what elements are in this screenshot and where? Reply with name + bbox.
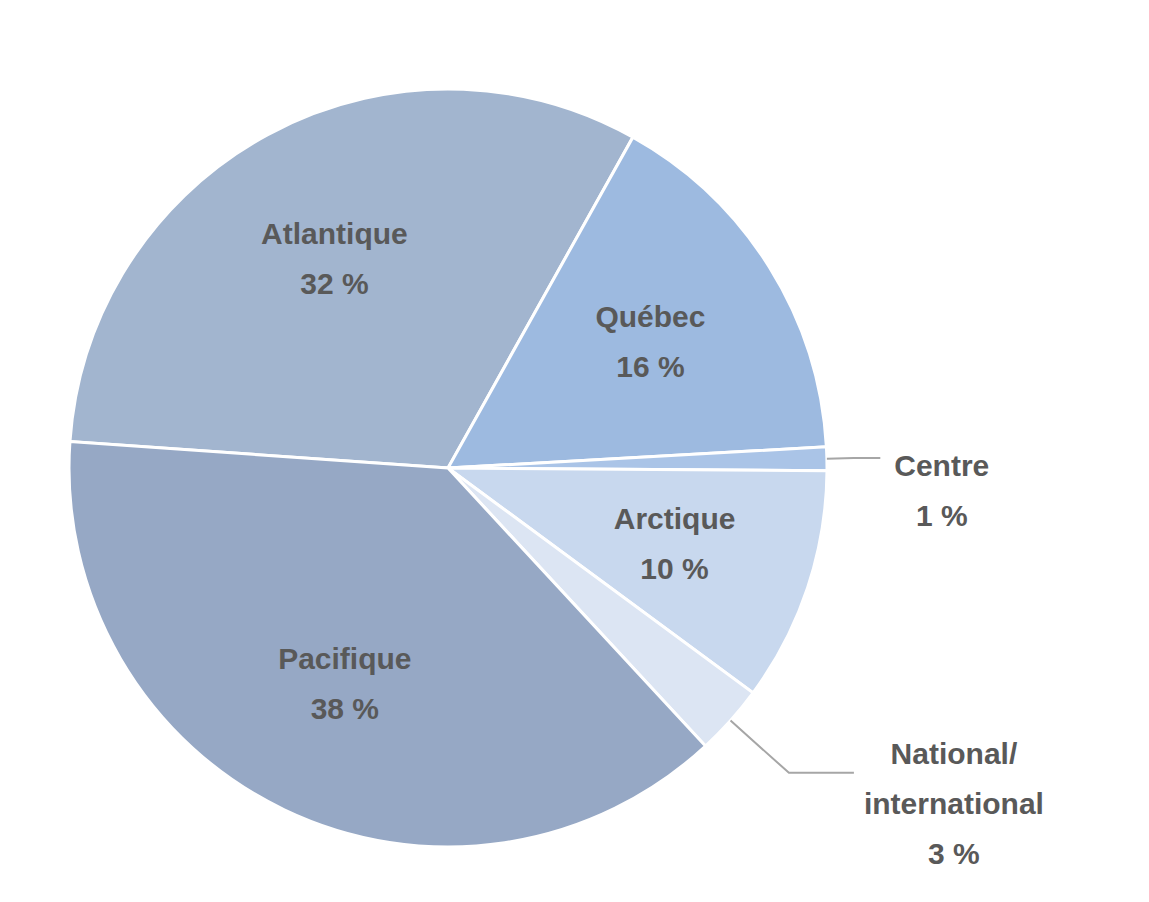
svg-text:National/international3 %: National/international3 % [864,736,1044,869]
svg-text:Atlantique32 %: Atlantique32 % [261,216,408,299]
svg-text:Pacifique38 %: Pacifique38 % [278,642,411,725]
svg-text:Centre1 %: Centre1 % [894,449,989,532]
svg-text:Arctique10 %: Arctique10 % [614,502,736,585]
svg-text:Québec16 %: Québec16 % [595,300,705,383]
